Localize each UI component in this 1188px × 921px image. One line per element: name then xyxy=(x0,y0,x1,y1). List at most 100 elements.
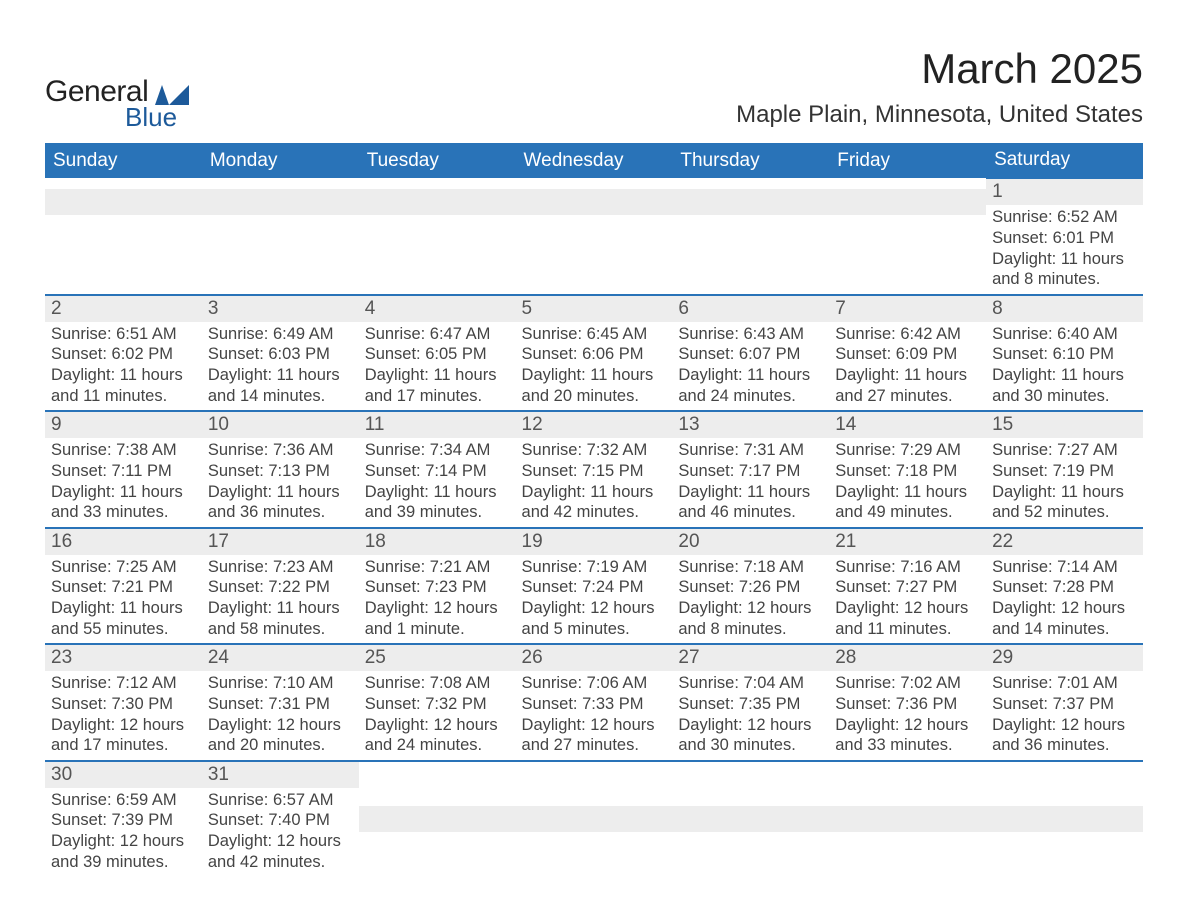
day-details: Sunrise: 7:36 AMSunset: 7:13 PMDaylight:… xyxy=(202,438,359,527)
day-details: Sunrise: 7:32 AMSunset: 7:15 PMDaylight:… xyxy=(516,438,673,527)
header-row: General Blue March 2025 Maple Plain, Min… xyxy=(45,45,1143,133)
day-details: Sunrise: 7:16 AMSunset: 7:27 PMDaylight:… xyxy=(829,555,986,644)
day-cell: 13Sunrise: 7:31 AMSunset: 7:17 PMDayligh… xyxy=(672,411,829,528)
empty-daynum xyxy=(202,189,359,215)
day-details: Sunrise: 6:52 AMSunset: 6:01 PMDaylight:… xyxy=(986,205,1143,294)
day-number: 16 xyxy=(45,529,202,555)
day-number: 7 xyxy=(829,296,986,322)
calendar-table: Sunday Monday Tuesday Wednesday Thursday… xyxy=(45,143,1143,876)
day-cell: 18Sunrise: 7:21 AMSunset: 7:23 PMDayligh… xyxy=(359,528,516,645)
day-number: 15 xyxy=(986,412,1143,438)
day-details: Sunrise: 7:06 AMSunset: 7:33 PMDaylight:… xyxy=(516,671,673,760)
empty-cell xyxy=(829,761,986,877)
day-number: 28 xyxy=(829,645,986,671)
empty-details xyxy=(829,215,986,283)
day-details: Sunrise: 7:29 AMSunset: 7:18 PMDaylight:… xyxy=(829,438,986,527)
empty-daynum xyxy=(359,806,516,832)
day-number: 20 xyxy=(672,529,829,555)
day-cell: 16Sunrise: 7:25 AMSunset: 7:21 PMDayligh… xyxy=(45,528,202,645)
day-details: Sunrise: 6:49 AMSunset: 6:03 PMDaylight:… xyxy=(202,322,359,411)
day-number: 23 xyxy=(45,645,202,671)
empty-daynum xyxy=(45,189,202,215)
empty-cell xyxy=(672,761,829,877)
empty-daynum xyxy=(359,189,516,215)
day-cell: 14Sunrise: 7:29 AMSunset: 7:18 PMDayligh… xyxy=(829,411,986,528)
empty-details xyxy=(359,215,516,283)
day-cell: 26Sunrise: 7:06 AMSunset: 7:33 PMDayligh… xyxy=(516,644,673,761)
empty-cell xyxy=(359,761,516,877)
empty-cell xyxy=(516,178,673,295)
empty-daynum xyxy=(829,806,986,832)
day-number: 14 xyxy=(829,412,986,438)
day-number: 27 xyxy=(672,645,829,671)
day-details: Sunrise: 7:21 AMSunset: 7:23 PMDaylight:… xyxy=(359,555,516,644)
day-cell: 21Sunrise: 7:16 AMSunset: 7:27 PMDayligh… xyxy=(829,528,986,645)
day-details: Sunrise: 6:51 AMSunset: 6:02 PMDaylight:… xyxy=(45,322,202,411)
day-details: Sunrise: 6:40 AMSunset: 6:10 PMDaylight:… xyxy=(986,322,1143,411)
day-details: Sunrise: 6:59 AMSunset: 7:39 PMDaylight:… xyxy=(45,788,202,877)
day-number: 10 xyxy=(202,412,359,438)
day-number: 5 xyxy=(516,296,673,322)
empty-cell xyxy=(45,178,202,295)
empty-details xyxy=(672,215,829,283)
dow-sunday: Sunday xyxy=(45,143,202,178)
day-cell: 22Sunrise: 7:14 AMSunset: 7:28 PMDayligh… xyxy=(986,528,1143,645)
day-details: Sunrise: 7:34 AMSunset: 7:14 PMDaylight:… xyxy=(359,438,516,527)
day-cell: 15Sunrise: 7:27 AMSunset: 7:19 PMDayligh… xyxy=(986,411,1143,528)
calendar-body: 1Sunrise: 6:52 AMSunset: 6:01 PMDaylight… xyxy=(45,178,1143,876)
day-details: Sunrise: 7:04 AMSunset: 7:35 PMDaylight:… xyxy=(672,671,829,760)
calendar-row: 30Sunrise: 6:59 AMSunset: 7:39 PMDayligh… xyxy=(45,761,1143,877)
day-cell: 5Sunrise: 6:45 AMSunset: 6:06 PMDaylight… xyxy=(516,295,673,412)
day-number: 30 xyxy=(45,762,202,788)
calendar-row: 23Sunrise: 7:12 AMSunset: 7:30 PMDayligh… xyxy=(45,644,1143,761)
day-number: 11 xyxy=(359,412,516,438)
empty-details xyxy=(45,215,202,283)
day-number: 18 xyxy=(359,529,516,555)
day-cell: 17Sunrise: 7:23 AMSunset: 7:22 PMDayligh… xyxy=(202,528,359,645)
day-details: Sunrise: 7:02 AMSunset: 7:36 PMDaylight:… xyxy=(829,671,986,760)
day-number: 17 xyxy=(202,529,359,555)
day-details: Sunrise: 6:43 AMSunset: 6:07 PMDaylight:… xyxy=(672,322,829,411)
day-cell: 9Sunrise: 7:38 AMSunset: 7:11 PMDaylight… xyxy=(45,411,202,528)
day-number: 8 xyxy=(986,296,1143,322)
day-cell: 2Sunrise: 6:51 AMSunset: 6:02 PMDaylight… xyxy=(45,295,202,412)
day-cell: 4Sunrise: 6:47 AMSunset: 6:05 PMDaylight… xyxy=(359,295,516,412)
day-details: Sunrise: 7:10 AMSunset: 7:31 PMDaylight:… xyxy=(202,671,359,760)
empty-daynum xyxy=(672,806,829,832)
day-cell: 12Sunrise: 7:32 AMSunset: 7:15 PMDayligh… xyxy=(516,411,673,528)
empty-daynum xyxy=(516,806,673,832)
location: Maple Plain, Minnesota, United States xyxy=(736,101,1143,129)
day-number: 3 xyxy=(202,296,359,322)
day-cell: 1Sunrise: 6:52 AMSunset: 6:01 PMDaylight… xyxy=(986,178,1143,295)
day-details: Sunrise: 7:25 AMSunset: 7:21 PMDaylight:… xyxy=(45,555,202,644)
empty-daynum xyxy=(829,189,986,215)
day-cell: 27Sunrise: 7:04 AMSunset: 7:35 PMDayligh… xyxy=(672,644,829,761)
dow-tuesday: Tuesday xyxy=(359,143,516,178)
day-cell: 30Sunrise: 6:59 AMSunset: 7:39 PMDayligh… xyxy=(45,761,202,877)
day-cell: 10Sunrise: 7:36 AMSunset: 7:13 PMDayligh… xyxy=(202,411,359,528)
day-cell: 20Sunrise: 7:18 AMSunset: 7:26 PMDayligh… xyxy=(672,528,829,645)
day-number: 12 xyxy=(516,412,673,438)
day-number: 24 xyxy=(202,645,359,671)
day-details: Sunrise: 7:14 AMSunset: 7:28 PMDaylight:… xyxy=(986,555,1143,644)
day-number: 13 xyxy=(672,412,829,438)
day-number: 4 xyxy=(359,296,516,322)
empty-cell xyxy=(672,178,829,295)
day-cell: 7Sunrise: 6:42 AMSunset: 6:09 PMDaylight… xyxy=(829,295,986,412)
empty-cell xyxy=(516,761,673,877)
dow-wednesday: Wednesday xyxy=(516,143,673,178)
dow-monday: Monday xyxy=(202,143,359,178)
day-number: 1 xyxy=(986,179,1143,205)
day-details: Sunrise: 7:18 AMSunset: 7:26 PMDaylight:… xyxy=(672,555,829,644)
day-details: Sunrise: 7:31 AMSunset: 7:17 PMDaylight:… xyxy=(672,438,829,527)
day-details: Sunrise: 7:08 AMSunset: 7:32 PMDaylight:… xyxy=(359,671,516,760)
empty-cell xyxy=(359,178,516,295)
day-details: Sunrise: 7:27 AMSunset: 7:19 PMDaylight:… xyxy=(986,438,1143,527)
day-cell: 25Sunrise: 7:08 AMSunset: 7:32 PMDayligh… xyxy=(359,644,516,761)
day-cell: 31Sunrise: 6:57 AMSunset: 7:40 PMDayligh… xyxy=(202,761,359,877)
day-cell: 29Sunrise: 7:01 AMSunset: 7:37 PMDayligh… xyxy=(986,644,1143,761)
day-details: Sunrise: 6:42 AMSunset: 6:09 PMDaylight:… xyxy=(829,322,986,411)
day-number: 21 xyxy=(829,529,986,555)
day-cell: 3Sunrise: 6:49 AMSunset: 6:03 PMDaylight… xyxy=(202,295,359,412)
calendar-row: 9Sunrise: 7:38 AMSunset: 7:11 PMDaylight… xyxy=(45,411,1143,528)
